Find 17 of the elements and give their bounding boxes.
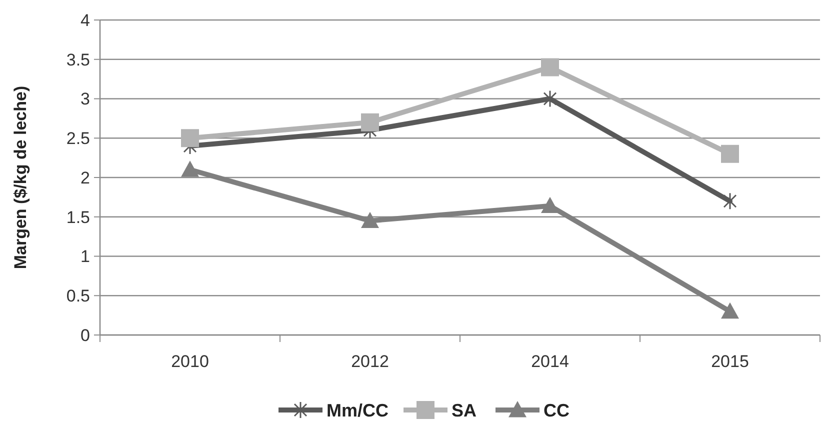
y-tick-label: 4 xyxy=(80,10,90,30)
x-tick-label: 2010 xyxy=(171,352,209,371)
y-tick-label: 2.5 xyxy=(66,129,90,148)
legend-label: CC xyxy=(544,400,570,420)
y-tick-label: 0 xyxy=(80,326,90,345)
y-tick-label: 3.5 xyxy=(66,50,90,70)
y-tick-label: 0.5 xyxy=(66,286,90,306)
y-axis-title: Margen ($/kg de leche) xyxy=(11,86,30,270)
y-tick-label: 1.5 xyxy=(66,208,90,227)
y-tick-label: 2 xyxy=(80,168,90,188)
x-tick-label: 2014 xyxy=(531,352,569,371)
y-tick-label: 3 xyxy=(80,90,90,109)
x-tick-label: 2012 xyxy=(351,352,389,371)
x-tick-label: 2015 xyxy=(711,352,749,371)
legend-label: Mm/CC xyxy=(326,400,388,420)
y-tick-label: 1 xyxy=(80,247,90,266)
legend-label: SA xyxy=(452,400,477,420)
